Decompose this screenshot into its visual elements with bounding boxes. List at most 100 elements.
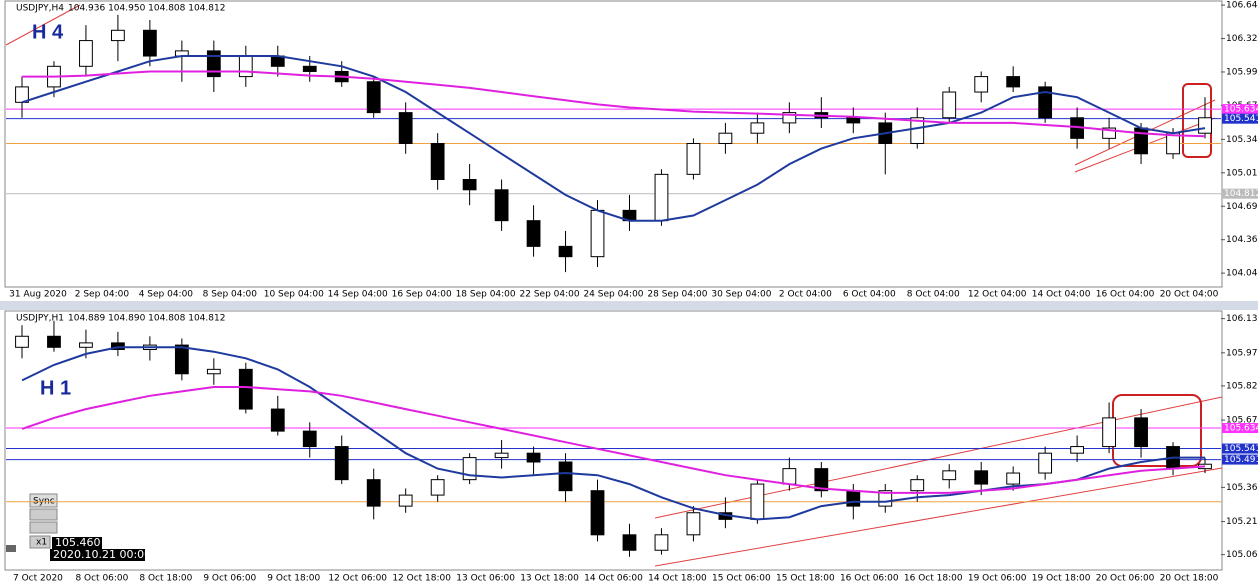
y-tick-label: 105.975 [1226,348,1258,358]
x-tick-label: 9 Oct 06:00 [203,574,256,584]
candle-body [974,470,989,485]
nav-buttons[interactable] [29,508,58,521]
panel-frame [4,0,1223,288]
time-box [50,549,145,561]
candle-body [910,479,925,492]
symbol: USDJPY,H4 [16,4,64,14]
x-tick-label: 8 Sep 04:00 [203,290,258,300]
ohlc-header: 104.889 104.890 104.808 104.812 [68,314,225,324]
x-tick-label: 22 Sep 04:00 [520,290,580,300]
play-buttons[interactable] [29,521,58,534]
x-tick-label: 31 Aug 2020 [9,290,67,300]
x-tick-label: 15 Oct 06:00 [712,574,771,584]
candle-body [398,494,413,507]
x-tick-label: 14 Oct 04:00 [1032,290,1091,300]
candle-body [558,245,573,258]
candle-body [430,479,445,496]
price-tag-label: 105.491 [1224,455,1258,465]
candle-body [814,468,829,492]
candle-body [206,368,221,375]
sync-button[interactable] [29,493,58,508]
candle-body [686,512,701,536]
candle-body [1198,117,1212,134]
x-tick-label: 20 Oct 04:00 [1160,290,1219,300]
candle-body [846,490,861,507]
price-tag [1222,443,1258,454]
candle-body [366,479,381,507]
x-tick-label: 19 Oct 18:00 [1032,574,1091,584]
y-tick-label: 106.320 [1226,34,1258,44]
candle-body [910,117,925,144]
candle-body [111,29,125,42]
candle-body [270,408,285,432]
x-tick-label: 9 Oct 18:00 [267,574,320,584]
x-tick-label: 13 Oct 06:00 [456,574,515,584]
price-tag-label: 105.541 [1224,114,1258,124]
price-tag [1222,113,1258,124]
x-tick-label: 14 Oct 06:00 [584,574,643,584]
panel-frame [4,310,1223,571]
trend-line [654,396,1223,519]
y-tick-label: 106.645 [1226,1,1258,11]
candle-body [79,40,93,67]
x-tick-label: 30 Sep 04:00 [711,290,771,300]
candle-body [494,452,509,459]
candle-body [1006,76,1021,88]
price-tag [1222,188,1258,199]
candle-body [942,470,957,481]
candle-body [1102,417,1116,448]
scroll-marker [6,545,16,552]
x-tick-label: 16 Oct 18:00 [904,574,963,584]
candle-body [142,29,157,57]
candle-body [654,534,669,551]
price-tag [1222,423,1258,434]
time-value: 2020.10.21 00:00 [53,548,151,561]
ohlc-header: 104.936 104.950 104.808 104.812 [68,4,225,14]
y-tick-label: 104.690 [1226,202,1258,212]
x-tick-label: 12 Oct 06:00 [328,574,387,584]
y-tick-label: 105.015 [1226,168,1258,178]
candle-body [302,65,317,72]
zoom-button[interactable] [29,535,51,549]
x-tick-label: 12 Oct 18:00 [392,574,451,584]
y-tick-label: 104.040 [1226,269,1258,279]
price-box [52,537,102,549]
candle-body [494,189,509,222]
price-tag-label: 105.541 [1224,444,1258,454]
symbol: USDJPY,H1 [16,314,64,324]
x-tick-label: 6 Oct 04:00 [843,290,896,300]
candle-body [942,91,957,119]
x-tick-label: 14 Oct 18:00 [648,574,707,584]
x-tick-label: 19 Oct 06:00 [968,574,1027,584]
x-tick-label: 8 Oct 18:00 [139,574,192,584]
candle-body [622,534,637,551]
x-tick-label: 16 Oct 04:00 [1096,290,1155,300]
candle-body [334,446,349,481]
x-tick-label: 20 Oct 06:00 [1096,574,1155,584]
candle-body [366,81,381,114]
moving-average [21,386,1206,494]
y-tick-label: 105.995 [1226,67,1258,77]
x-tick-label: 8 Oct 06:00 [75,574,128,584]
x-tick-label: 18 Sep 04:00 [456,290,516,300]
price-value: 105.460 [55,536,101,549]
candle-body [686,142,701,175]
trend-line [654,467,1223,567]
x-tick-label: 12 Oct 04:00 [968,290,1027,300]
candle-body [238,368,253,410]
candle-body [462,179,477,191]
y-tick-label: 104.365 [1226,235,1258,245]
candle-body [206,50,221,78]
timeframe-label: H 4 [32,21,64,43]
candle-body [430,142,445,180]
y-tick-label: 105.340 [1226,135,1258,145]
timeframe-label: H 1 [40,377,71,399]
candle-body [174,344,189,375]
candle-body [558,461,573,492]
candle-body [15,86,29,103]
candle-body [590,209,605,258]
x-tick-label: 2 Oct 04:00 [779,290,832,300]
candle-body [1038,86,1053,119]
candle-body [1038,452,1053,474]
